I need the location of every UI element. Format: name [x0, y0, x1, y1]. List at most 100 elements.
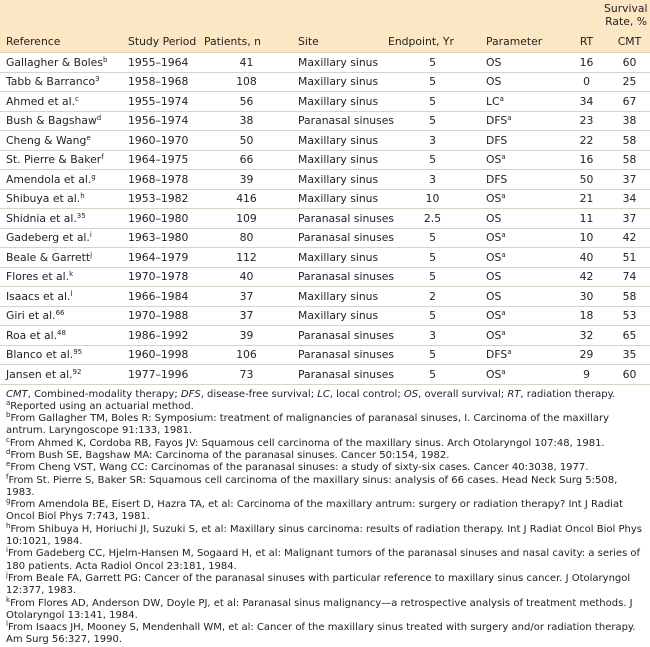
- rt-cell: 23: [564, 110, 606, 131]
- parameter-cell: OS: [480, 52, 564, 72]
- reference-sup: g: [91, 172, 96, 181]
- footnote-text: From Bush SE, Bagshaw MA: Carcinoma of t…: [10, 449, 450, 461]
- table-row: Amendola et al.g 1968–1978 39 Maxillary sin…: [0, 169, 650, 189]
- table-row: Isaacs et al.l 1966–1984 37 Maxillary sinus…: [0, 286, 650, 306]
- parameter-sup: a: [501, 250, 506, 259]
- site-cell: Maxillary sinus: [292, 91, 382, 111]
- header-cell: [122, 0, 198, 28]
- reference: St. Pierre & Baker: [6, 153, 102, 167]
- reference-cell: Amendola et al.g: [0, 169, 122, 189]
- patients-cell: 109: [198, 208, 292, 228]
- cmt-cell: 60: [606, 52, 650, 72]
- parameter-cell: OSa: [480, 364, 564, 385]
- period-cell: 1953–1982: [122, 188, 198, 209]
- footnote-text: From Gallagher TM, Boles R: Symposium: t…: [6, 413, 609, 437]
- parameter-sup: a: [501, 328, 506, 337]
- table-row: Gallagher & Bolesb 1955–1964 41 Maxillary s…: [0, 52, 650, 72]
- reference: Ahmed et al.: [6, 94, 76, 108]
- reference-sup: b: [102, 55, 108, 64]
- patients-cell: 66: [198, 149, 292, 170]
- parameter-cell: DFS: [480, 130, 564, 150]
- table-row: Shibuya et al.h 1953–1982 416 Maxillary sin…: [0, 188, 650, 209]
- reference-cell: Tabb & Barranco3: [0, 71, 122, 92]
- footnotes: CMT, Combined-modality therapy; DFS, dis…: [0, 385, 650, 647]
- period-cell: 1977–1996: [122, 364, 198, 385]
- rt-cell: 50: [564, 169, 606, 189]
- rt-cell: 10: [564, 227, 606, 248]
- table-row: Cheng & Wange 1960–1970 50 Maxillary sinus 3…: [0, 130, 650, 150]
- reference-cell: Ahmed et al.c: [0, 91, 122, 111]
- footnote: aReported using an actuarial method.: [6, 399, 646, 413]
- endpoint-cell: 10: [382, 188, 480, 209]
- abbreviation: LC: [317, 388, 330, 400]
- footnote-text: From Isaacs JH, Mooney S, Mendenhall WM,…: [6, 622, 636, 646]
- patients-cell: 73: [198, 364, 292, 385]
- parameter-sup: a: [507, 348, 512, 357]
- reference: Roa et al.: [6, 328, 58, 342]
- abbreviation: CMT: [6, 388, 28, 400]
- endpoint-cell: 5: [382, 364, 480, 385]
- parameter: OS: [486, 211, 502, 225]
- cmt-cell: 38: [606, 110, 650, 131]
- parameter: OS: [486, 270, 502, 284]
- reference-sup: i: [89, 231, 92, 240]
- header-cell: Survival Rate, %: [604, 2, 648, 28]
- header-cell: [382, 0, 480, 28]
- parameter: OS: [486, 192, 502, 206]
- period-cell: 1970–1978: [122, 266, 198, 287]
- reference-cell: Shibuya et al.h: [0, 188, 122, 209]
- parameter: OS: [486, 250, 502, 264]
- reference-sup: 95: [73, 348, 83, 357]
- cmt-cell: 37: [606, 208, 650, 228]
- abbreviation-text: , local control;: [329, 388, 404, 400]
- reference: Bush & Bagshaw: [6, 114, 97, 128]
- patients-cell: 50: [198, 130, 292, 150]
- reference: Gadeberg et al.: [6, 231, 90, 245]
- patients-cell: 56: [198, 91, 292, 111]
- reference: Beale & Garrett: [6, 250, 91, 264]
- header-cell: Endpoint, Yr: [388, 35, 454, 48]
- table-row: Beale & Garrettj 1964–1979 112 Maxillary si…: [0, 247, 650, 267]
- rt-cell: 11: [564, 208, 606, 228]
- rt-cell: 16: [564, 52, 606, 72]
- endpoint-cell: 5: [382, 344, 480, 365]
- abbreviation-text: , radiation therapy.: [520, 388, 616, 400]
- endpoint-cell: 2: [382, 286, 480, 306]
- header-cell: Reference: [6, 35, 61, 48]
- endpoint-cell: 3: [382, 325, 480, 345]
- reference: Isaacs et al.: [6, 289, 71, 303]
- endpoint-cell: 5: [382, 91, 480, 111]
- rt-cell: 0: [564, 71, 606, 92]
- parameter-cell: OSa: [480, 227, 564, 248]
- footnote-text: From Shibuya H, Horiuchi JI, Suzuki S, e…: [6, 523, 642, 548]
- site-cell: Paranasal sinuses: [292, 266, 394, 287]
- period-cell: 1970–1988: [122, 305, 198, 326]
- endpoint-cell: 3: [382, 130, 480, 150]
- rt-cell: 18: [564, 305, 606, 326]
- parameter-sup: a: [501, 192, 506, 201]
- header-cell: [480, 0, 564, 28]
- table-header: Survival Rate, % Reference Study Period …: [0, 0, 650, 53]
- reference-sup: f: [101, 153, 104, 162]
- patients-cell: 37: [198, 286, 292, 306]
- footnote-text: From Beale FA, Garrett PG: Cancer of the…: [6, 572, 631, 597]
- rt-cell: 34: [564, 91, 606, 111]
- header-cell: Patients, n: [204, 35, 261, 48]
- footnote-sup: c: [6, 435, 10, 444]
- reference-cell: Cheng & Wange: [0, 130, 122, 150]
- reference-cell: Beale & Garrettj: [0, 247, 122, 267]
- endpoint-cell: 5: [382, 110, 480, 131]
- footnote-text: From Flores AD, Anderson DW, Doyle PJ, e…: [6, 597, 633, 621]
- rt-cell: 22: [564, 130, 606, 150]
- reference-sup: k: [69, 270, 74, 279]
- reference-sup: j: [90, 250, 93, 259]
- header-cell: [292, 0, 382, 28]
- header-cell: Parameter: [486, 35, 543, 48]
- header-cell: Study Period: [128, 35, 197, 48]
- table-row: Shidnia et al.35 1960–1980 109 Paranasal si…: [0, 208, 650, 228]
- footnote-text: From Cheng VST, Wang CC: Carcinomas of t…: [10, 462, 589, 474]
- patients-cell: 108: [198, 71, 292, 92]
- site-cell: Paranasal sinuses: [292, 110, 394, 131]
- footnote-sup: j: [6, 570, 8, 579]
- table-row: Jansen et al.92 1977–1996 73 Paranasal sinu…: [0, 364, 650, 385]
